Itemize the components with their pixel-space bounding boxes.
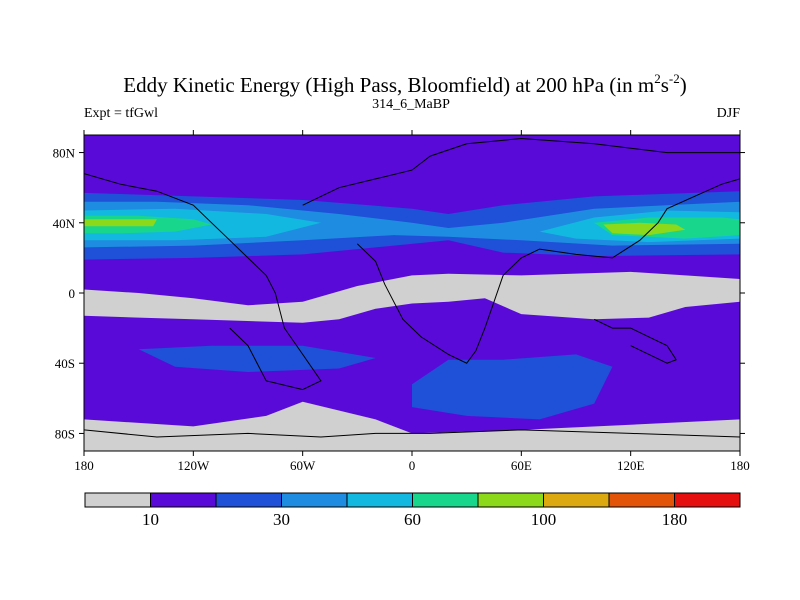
colorbar-box (674, 492, 741, 508)
contour-region-antarctic-grey (84, 401, 740, 451)
contour-region-lime-core-west (84, 219, 157, 227)
chart-title: Eddy Kinetic Energy (High Pass, Bloomfie… (123, 71, 687, 97)
y-tick-label: 0 (69, 286, 76, 301)
left-subtitle: Expt = tfGwl (84, 106, 158, 121)
contour-region-s-pacific-blue (138, 345, 376, 372)
contour-region-low-lat-grey (84, 271, 740, 323)
title-unit-sup2: -2 (669, 71, 680, 86)
x-tick-label: 60E (511, 458, 532, 473)
title-unit-mid: s (661, 73, 669, 97)
y-tick-label: 80N (53, 146, 76, 161)
colorbar-box (608, 492, 675, 508)
colorbar-label: 100 (531, 510, 557, 529)
colorbar-label: 60 (404, 510, 421, 529)
x-axis: 180 120W 60W 0 60E 120E 180 (74, 130, 750, 473)
map-plot: 180 120W 60W 0 60E 120E 180 80N 40N 0 40S 80S (53, 130, 750, 473)
y-axis: 80N 40N 0 40S 80S (53, 146, 745, 441)
y-tick-label: 80S (55, 426, 75, 441)
colorbar-box (477, 492, 544, 508)
colorbar-box (84, 492, 151, 508)
coastline-3 (302, 137, 740, 206)
colorbar: 10 30 60 100 180 (84, 492, 741, 529)
coastline-2 (84, 173, 322, 391)
coastline-1 (356, 178, 740, 364)
x-tick-label: 180 (730, 458, 750, 473)
y-tick-label: 40N (53, 216, 76, 231)
center-subtitle: 314_6_MaBP (372, 97, 450, 112)
colorbar-box (346, 492, 413, 508)
contour-fill-layer (84, 191, 740, 451)
x-tick-label: 180 (74, 458, 94, 473)
x-tick-label: 0 (409, 458, 416, 473)
coastline-5 (593, 318, 677, 364)
contour-region-lime-core-east (603, 222, 686, 236)
title-main: Eddy Kinetic Energy (High Pass, Bloomfie… (123, 73, 654, 97)
colorbar-box (543, 492, 610, 508)
contour-region-s-indian-blue (412, 354, 613, 420)
x-tick-label: 60W (290, 458, 316, 473)
colorbar-box (412, 492, 479, 508)
y-tick-label: 40S (55, 356, 75, 371)
x-tick-label: 120E (617, 458, 645, 473)
x-tick-label: 120W (177, 458, 210, 473)
colorbar-box (281, 492, 348, 508)
coastline-4 (84, 429, 740, 438)
colorbar-box (150, 492, 217, 508)
colorbar-label: 10 (142, 510, 159, 529)
colorbar-box (215, 492, 282, 508)
title-unit-sup1: 2 (654, 71, 661, 86)
coastline-layer (84, 137, 740, 438)
colorbar-label: 180 (662, 510, 688, 529)
title-unit-end: ) (680, 73, 687, 97)
colorbar-label: 30 (273, 510, 290, 529)
right-subtitle: DJF (717, 106, 741, 121)
